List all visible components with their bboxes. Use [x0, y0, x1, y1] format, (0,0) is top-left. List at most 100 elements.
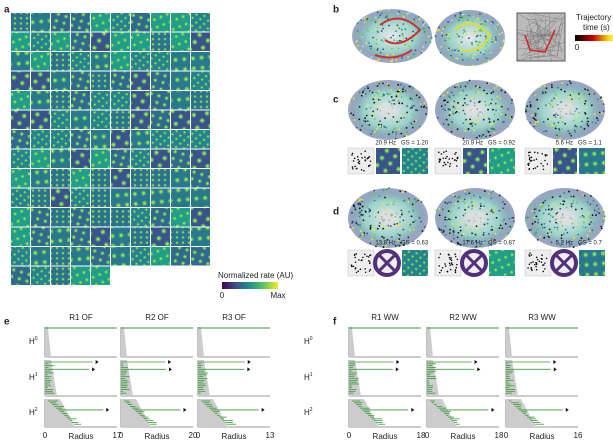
- point: [473, 14, 475, 16]
- point: [483, 24, 485, 26]
- point: [543, 212, 545, 214]
- point: [547, 118, 549, 120]
- point: [372, 113, 374, 115]
- rate-map: [151, 91, 170, 110]
- point: [390, 60, 392, 62]
- point: [367, 132, 369, 134]
- spike: [450, 163, 452, 165]
- arrow: [106, 408, 109, 412]
- point: [362, 234, 364, 236]
- spike: [455, 269, 457, 271]
- rate-map: [151, 208, 170, 227]
- point: [417, 109, 419, 111]
- point: [495, 39, 497, 41]
- point: [576, 116, 578, 118]
- point: [375, 216, 377, 218]
- rate-map: [31, 247, 50, 266]
- point: [513, 221, 515, 223]
- point: [384, 117, 386, 119]
- point: [399, 190, 401, 192]
- point: [392, 203, 394, 205]
- hole: [555, 103, 575, 118]
- point: [504, 203, 506, 205]
- point: [457, 16, 459, 18]
- point: [402, 229, 404, 231]
- point: [447, 96, 449, 98]
- spike: [542, 165, 544, 167]
- point: [412, 87, 414, 89]
- point: [362, 91, 364, 93]
- point: [551, 104, 553, 106]
- rate-map: [31, 13, 50, 32]
- spike: [366, 158, 368, 160]
- point: [452, 49, 454, 51]
- x-label: Radius: [373, 432, 398, 441]
- point: [505, 114, 507, 116]
- point: [462, 90, 464, 92]
- point: [461, 36, 463, 38]
- point: [534, 104, 536, 106]
- point: [370, 225, 372, 227]
- point: [438, 27, 440, 29]
- point: [408, 211, 410, 213]
- point: [353, 114, 355, 116]
- point: [559, 138, 561, 140]
- point: [404, 44, 406, 46]
- point: [492, 35, 494, 37]
- point: [492, 190, 494, 192]
- rate-map: [51, 228, 70, 247]
- point: [472, 64, 474, 66]
- point: [545, 130, 547, 132]
- point: [388, 187, 390, 189]
- rate-map: [111, 52, 130, 71]
- point: [473, 236, 475, 238]
- rate-map: [31, 189, 50, 208]
- rate-label: 17.6 Hz: [462, 241, 483, 247]
- point: [442, 28, 444, 30]
- point: [454, 196, 456, 198]
- spike: [445, 163, 447, 165]
- point: [418, 16, 420, 18]
- point: [381, 12, 383, 14]
- point: [397, 48, 399, 50]
- point: [364, 117, 366, 119]
- arrow: [183, 408, 186, 412]
- point: [551, 100, 553, 102]
- point: [563, 233, 565, 235]
- rate-map: [31, 208, 50, 227]
- point: [475, 91, 477, 93]
- homology-label: H2: [304, 407, 313, 417]
- point: [385, 127, 387, 129]
- rate-label: 5.6 Hz: [556, 141, 573, 147]
- point: [566, 232, 568, 234]
- spike: [536, 257, 538, 259]
- point: [480, 52, 482, 54]
- spike: [356, 168, 358, 170]
- point: [479, 196, 481, 198]
- rate-map: [191, 33, 210, 52]
- point: [573, 246, 575, 248]
- rate-map: [171, 91, 190, 110]
- point: [597, 98, 599, 100]
- point: [353, 98, 355, 100]
- point: [398, 238, 400, 240]
- point: [495, 25, 497, 27]
- point: [376, 106, 378, 108]
- point: [487, 128, 489, 130]
- point: [462, 20, 464, 22]
- point: [459, 17, 461, 19]
- point: [359, 234, 361, 236]
- point: [585, 221, 587, 223]
- point: [377, 228, 379, 230]
- point: [473, 97, 475, 99]
- point: [485, 36, 487, 38]
- point: [458, 19, 460, 21]
- point: [403, 200, 405, 202]
- point: [472, 20, 474, 22]
- spike: [530, 267, 532, 269]
- point-cloud: [352, 9, 432, 63]
- point: [526, 118, 528, 120]
- point: [501, 43, 503, 45]
- point: [558, 131, 560, 133]
- point: [565, 229, 567, 231]
